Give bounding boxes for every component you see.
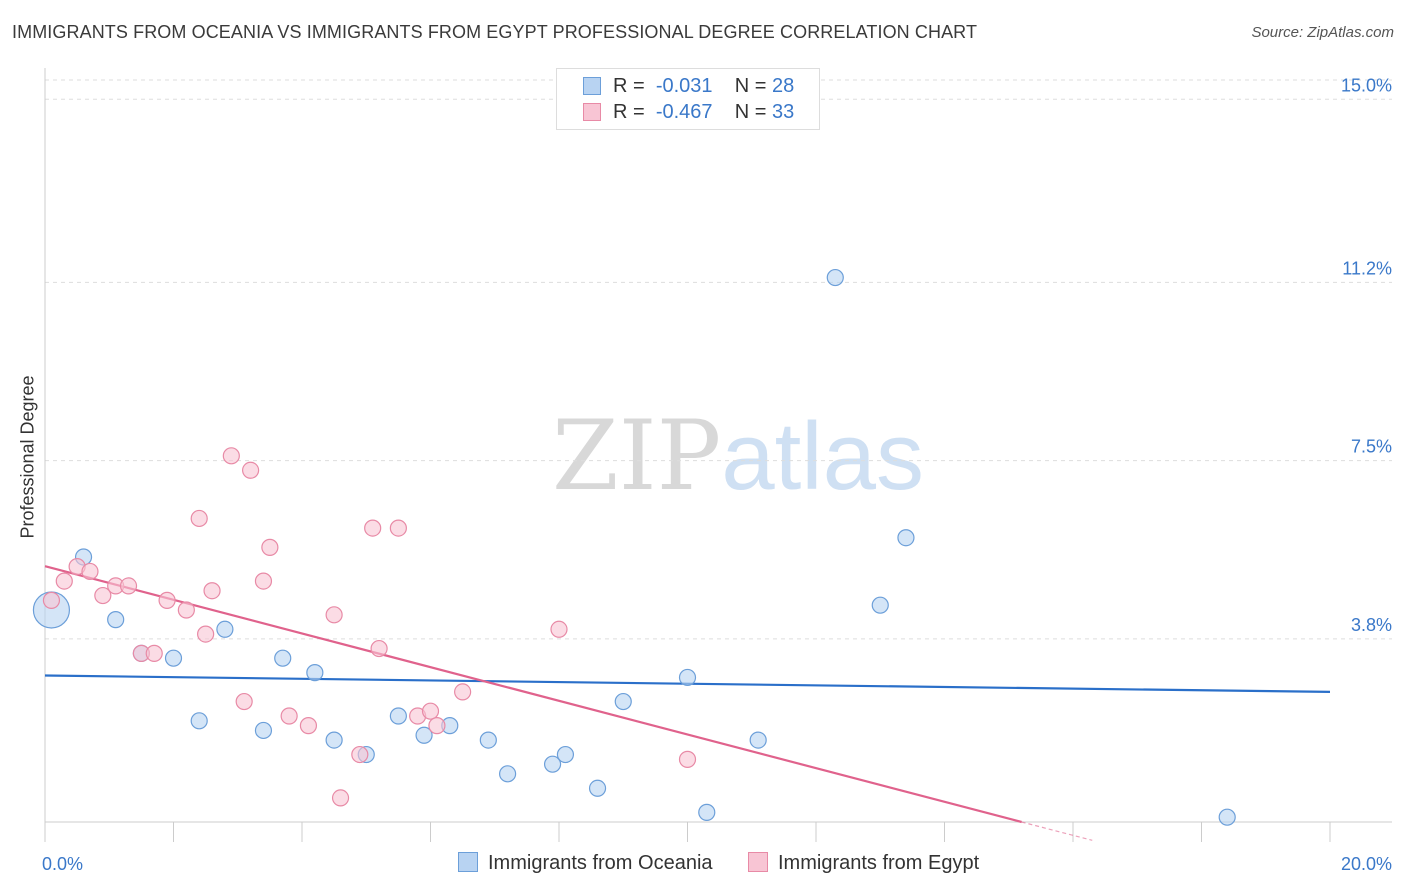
legend-r-label: R = [613,101,645,123]
data-point [389,519,407,537]
data-point [550,620,568,638]
y-tick-label: 15.0% [1341,75,1392,95]
data-point [242,461,260,479]
series-legend-egypt: Immigrants from Egypt [748,852,979,875]
data-point [678,668,697,687]
legend-n-value: 28 [772,75,795,97]
source-label: Source: ZipAtlas.com [1251,24,1394,41]
legend-n-label: N = [734,75,767,97]
data-point [145,644,163,662]
data-point [678,750,697,768]
y-tick-label: 3.8% [1351,615,1392,635]
series-legend-label: Immigrants from Egypt [778,852,980,874]
y-axis-label: Professional Degree [17,375,38,539]
data-point [364,519,382,537]
data-point [325,606,343,624]
legend-n-value: 33 [772,101,795,123]
x-tick-label: 20.0% [1341,854,1392,874]
data-point [254,572,273,590]
data-point [614,692,632,711]
data-point [331,789,350,807]
data-point [499,765,517,783]
legend-r-value: -0.031 [655,75,713,97]
tick-labels: 3.8% 7.5% 11.2% 15.0% 0.0% 20.0% [42,75,1392,874]
data-point [543,755,562,773]
data-point [216,620,234,638]
data-point [871,596,889,614]
data-point [190,712,208,730]
data-point [351,745,369,764]
data-point [749,731,767,749]
legend-swatch-egypt [583,103,601,121]
data-point [261,538,279,556]
series-swatch-egypt [748,852,768,872]
legend-row-oceania: R = -0.031 N = 28 [583,75,794,99]
data-point [235,692,253,711]
trend-line [44,565,1022,824]
series-legend-label: Immigrants from Oceania [488,852,713,874]
data-point [81,562,99,581]
data-point [415,726,433,744]
data-point [826,268,844,287]
legend-row-egypt: R = -0.467 N = 33 [583,101,794,125]
series-swatch-oceania [458,852,478,872]
trend-line-extension [1021,821,1093,841]
data-point [274,649,292,667]
axes [44,68,1392,842]
gridlines [45,79,1392,640]
x-tick-label: 0.0% [42,854,83,874]
chart-title: IMMIGRANTS FROM OCEANIA VS IMMIGRANTS FR… [12,22,978,42]
legend-swatch-oceania [583,77,601,95]
data-point [177,601,195,619]
data-point [190,509,208,528]
data-point [479,731,497,749]
y-tick-label: 11.2% [1342,258,1392,278]
data-point [454,683,472,701]
data-point [325,731,343,749]
correlation-legend: R = -0.031 N = 28 R = -0.467 N = 33 [556,68,820,130]
data-point [222,447,240,465]
data-point [421,702,440,720]
data-point [164,649,183,667]
data-point [197,625,215,643]
data-point [42,591,61,609]
data-point [1218,808,1236,826]
data-point [55,572,73,590]
data-point [254,721,273,740]
y-tick-label: 7.5% [1351,437,1392,457]
data-point [588,779,607,797]
data-point [203,582,221,600]
data-point [119,577,138,595]
data-point [370,639,388,658]
data-point [158,591,176,609]
data-point [107,611,125,629]
data-points [32,268,1236,826]
data-point [389,707,407,725]
data-point [698,803,716,821]
legend-r-value: -0.467 [655,101,713,123]
data-point [556,745,575,764]
data-point [299,717,318,735]
data-point [94,586,112,605]
legend-n-label: N = [734,101,767,123]
series-legend-oceania: Immigrants from Oceania [458,852,713,875]
data-point [428,717,446,735]
legend-r-label: R = [613,75,645,97]
data-point [897,529,915,547]
data-point [280,707,298,725]
data-point [306,664,324,682]
